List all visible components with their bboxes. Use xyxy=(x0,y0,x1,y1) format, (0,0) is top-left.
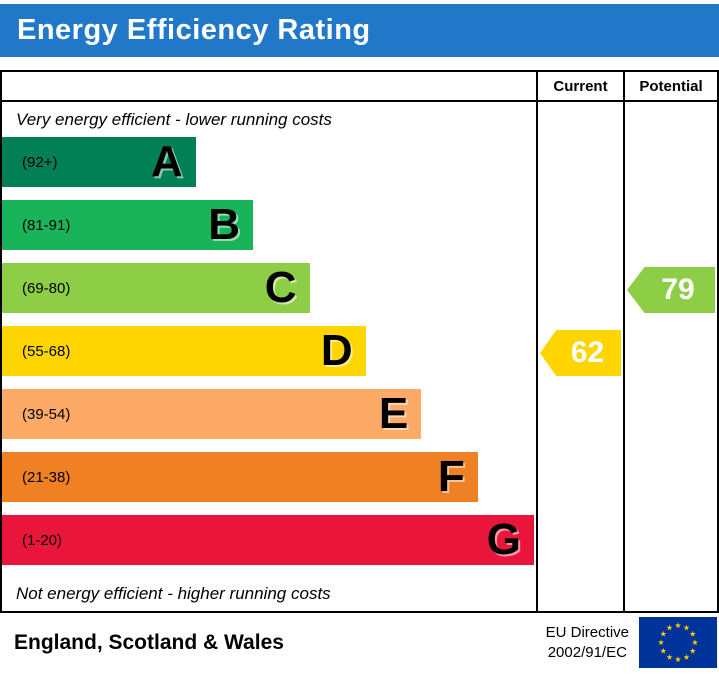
current-column-header: Current xyxy=(538,72,623,102)
band-bar-a: (92+) A xyxy=(2,137,196,187)
potential-rating-value: 79 xyxy=(661,273,695,306)
band-bar-g: (1-20) G xyxy=(2,515,534,565)
band-letter: B xyxy=(208,200,240,249)
top-note: Very energy efficient - lower running co… xyxy=(16,109,332,129)
potential-column: Potential 79 xyxy=(625,72,717,611)
band-letter: D xyxy=(320,326,353,375)
band-bar-f: (21-38) F xyxy=(2,452,478,502)
band-range: (92+) xyxy=(22,153,58,171)
bottom-note: Not energy efficient - higher running co… xyxy=(16,583,331,603)
current-rating-value: 62 xyxy=(570,336,605,369)
band-range: (1-20) xyxy=(22,531,63,549)
band-letter: A xyxy=(151,137,183,186)
bands-column: Very energy efficient - lower running co… xyxy=(2,72,538,611)
band-range: (81-91) xyxy=(22,216,71,234)
band-bar-b: (81-91) B xyxy=(2,200,253,250)
band-bar-d: (55-68) D xyxy=(2,326,366,376)
page-title: Energy Efficiency Rating xyxy=(17,14,371,46)
potential-column-header: Potential xyxy=(625,72,717,102)
band-bar-c: (69-80) C xyxy=(2,263,310,313)
band-letter: F xyxy=(437,452,465,501)
footer: England, Scotland & Wales EU Directive 2… xyxy=(0,613,719,672)
current-rating-pointer: 62 xyxy=(540,330,621,376)
band-letter: G xyxy=(486,515,521,564)
band-letter: E xyxy=(378,389,409,438)
bands-column-header-spacer xyxy=(2,72,536,102)
band-range: (21-38) xyxy=(22,468,71,486)
energy-rating-table: Very energy efficient - lower running co… xyxy=(0,70,719,613)
band-bar-e: (39-54) E xyxy=(2,389,422,439)
current-column: Current 62 xyxy=(538,72,625,611)
eu-directive-label: EU Directive 2002/91/EC xyxy=(546,623,629,662)
title-banner: Energy Efficiency Rating xyxy=(0,4,719,57)
eu-directive-line2: 2002/91/EC xyxy=(547,643,627,661)
band-letter: C xyxy=(264,263,297,312)
band-range: (69-80) xyxy=(22,279,71,297)
band-range: (39-54) xyxy=(22,405,71,423)
eu-flag-icon xyxy=(639,617,717,668)
eu-directive-line1: EU Directive xyxy=(545,624,629,641)
region-label: England, Scotland & Wales xyxy=(14,630,284,654)
potential-rating-pointer: 79 xyxy=(627,267,715,313)
band-range: (55-68) xyxy=(22,342,71,360)
